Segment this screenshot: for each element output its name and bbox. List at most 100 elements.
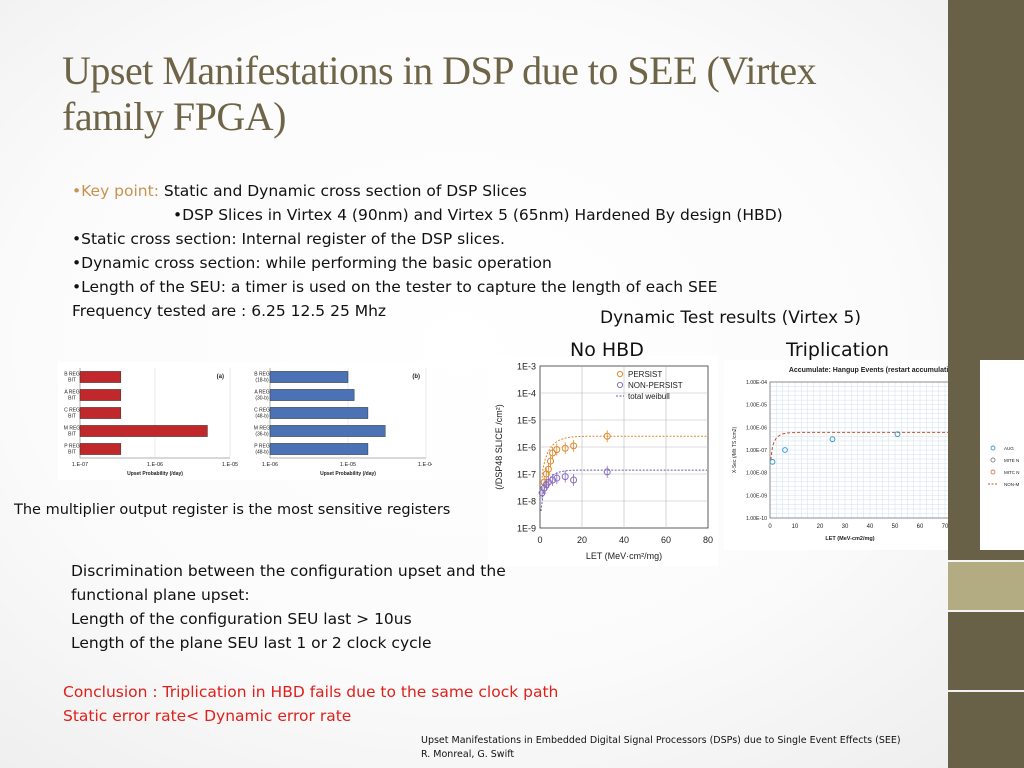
reference-line-1: Upset Manifestations in Embedded Digital… — [421, 735, 901, 746]
y-tick-label: 1E-6 — [517, 443, 536, 453]
category-label: A REG — [64, 390, 79, 396]
x-tick-label: 1.E-07 — [72, 462, 88, 468]
category-label: M REG — [254, 426, 271, 432]
scatter-chart-nohbd: 1E-3 1E-4 1E-5 1E-6 1E-7 1E-8 1E-90 20 40 60 80 LET… — [488, 356, 718, 566]
category-label: C REG — [64, 408, 80, 414]
data-point — [544, 478, 552, 486]
y-tick-label: 1.00E-09 — [746, 493, 767, 499]
chart-title: Accumulate: Hangup Events (restart accum… — [789, 367, 948, 374]
bullet-static: •Static cross section: Internal register… — [72, 230, 505, 248]
series-line-fit — [770, 431, 948, 460]
category-label: B REG — [254, 372, 270, 378]
sub-bullet: •DSP Slices in Virtex 4 (90nm) and Virte… — [173, 206, 783, 224]
bar — [269, 407, 369, 419]
x-tick-label: 60 — [917, 524, 924, 530]
key-point-label: •Key point: — [72, 182, 159, 200]
category-label: (48-b) — [255, 450, 269, 456]
category-label: (30-b) — [255, 396, 269, 402]
y-tick-label: 1.00E-06 — [746, 425, 767, 431]
bullet-length: •Length of the SEU: a timer is used on t… — [72, 278, 718, 296]
y-tick-label: 1.00E-04 — [746, 380, 767, 386]
data-point — [570, 476, 578, 484]
category-label: BIT — [68, 450, 76, 456]
data-point — [570, 442, 578, 450]
legend-label: PERSIST — [628, 370, 662, 379]
scatter-chart-triplication: Accumulate: Hangup Events (restart accum… — [724, 360, 948, 550]
x-tick-label: 10 — [792, 524, 799, 530]
x-axis-label: LET (MeV·cm²/mg) — [586, 551, 662, 561]
x-tick-label: 40 — [867, 524, 874, 530]
data-point — [553, 446, 561, 454]
category-label: BIT — [68, 396, 76, 402]
x-tick-label: 50 — [892, 524, 899, 530]
y-tick-label: 1E-3 — [517, 362, 536, 372]
data-point — [829, 436, 836, 443]
x-tick-label: 1.E-05 — [340, 462, 356, 468]
reference-line-2: R. Monreal, G. Swift — [421, 749, 515, 760]
x-tick-label: 20 — [817, 524, 824, 530]
plot-frame — [769, 381, 948, 519]
data-point — [561, 444, 569, 452]
x-tick-label: 0 — [768, 524, 772, 530]
sidebar-dark-3 — [948, 692, 1024, 768]
x-tick-label: 20 — [577, 535, 587, 545]
x-tick-label: 1.E-06 — [262, 462, 278, 468]
y-tick-label: 1E-8 — [517, 497, 536, 507]
data-point — [603, 432, 611, 440]
bar — [269, 371, 349, 383]
y-tick-label: 1.00E-10 — [746, 516, 767, 522]
legend-label: MITE N — [1004, 458, 1019, 463]
y-axis-label: X-Sec (/Mit TS /cm2) — [732, 427, 738, 474]
data-point — [553, 474, 561, 482]
discrimination-line-2: functional plane upset: — [71, 586, 250, 604]
no-hbd-label: No HBD — [570, 339, 644, 361]
category-label: M REG — [64, 426, 81, 432]
legend-marker — [616, 381, 624, 389]
panel-label: (b) — [412, 374, 420, 380]
data-point — [547, 457, 554, 465]
series-line-persist-fit — [540, 435, 707, 489]
x-tick-label: 60 — [661, 535, 671, 545]
category-label: B REG — [64, 372, 80, 378]
x-axis-label: LET (MeV-cm2/mg) — [825, 536, 874, 542]
multiplier-caption: The multiplier output register is the mo… — [14, 502, 451, 518]
bar — [269, 425, 386, 437]
x-tick-label: 0 — [537, 535, 542, 545]
category-label: P REG — [254, 444, 270, 450]
sidebar-light-1 — [948, 562, 1024, 610]
bullet-dynamic: •Dynamic cross section: while performing… — [72, 254, 552, 272]
triplication-legend-panel: AUG MITE N MITC N NON-M — [980, 360, 1024, 550]
data-point — [782, 447, 788, 453]
y-tick-label: 1E-9 — [517, 524, 536, 534]
y-tick-label: 1.00E-08 — [746, 471, 767, 477]
category-label: (48-b) — [255, 414, 269, 420]
triplication-label: Triplication — [786, 339, 890, 361]
data-point — [603, 468, 611, 476]
legend-marker — [990, 445, 996, 451]
bar-chart-b: 1.E-06 1.E-05 1.E-04 Upset Probability (/da… — [244, 362, 432, 480]
legend-marker — [616, 370, 624, 378]
y-tick-label: 1E-4 — [517, 389, 536, 399]
y-tick-label: 1E-7 — [517, 470, 536, 480]
category-label: C REG — [254, 408, 270, 414]
data-point — [549, 476, 557, 484]
category-label: P REG — [64, 444, 80, 450]
bar — [79, 371, 122, 383]
y-tick-label: 1.00E-07 — [746, 448, 767, 454]
bar — [79, 407, 122, 419]
x-tick-label: 40 — [619, 535, 629, 545]
legend-label: MITC N — [1004, 470, 1020, 475]
category-label: (36-b) — [255, 432, 269, 438]
data-point — [549, 449, 557, 457]
data-point — [561, 473, 569, 481]
data-point — [769, 458, 776, 465]
frequency-text: Frequency tested are : 6.25 12.5 25 Mhz — [72, 302, 387, 320]
series-line-nonpersist-fit — [540, 469, 707, 512]
category-label: (18-b) — [255, 378, 269, 384]
discrimination-line-4: Length of the plane SEU last 1 or 2 cloc… — [71, 634, 432, 652]
legend-label: total weibull — [628, 392, 670, 401]
key-point-text: Static and Dynamic cross section of DSP … — [163, 182, 527, 200]
conclusion-line-2: Static error rate< Dynamic error rate — [63, 707, 352, 725]
legend-label: AUG — [1004, 446, 1014, 451]
